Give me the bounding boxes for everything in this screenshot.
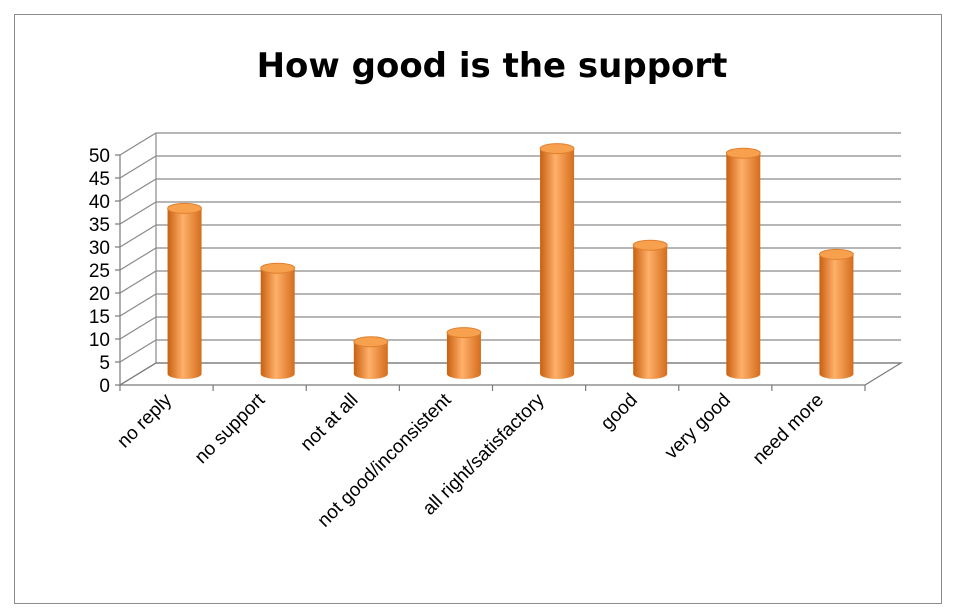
bar-top <box>818 248 854 260</box>
bar-body <box>353 341 388 379</box>
y-tick-label: 20 <box>89 284 110 305</box>
gridline <box>119 224 901 248</box>
gridline <box>119 316 901 340</box>
floor <box>117 362 904 386</box>
gridline <box>119 247 901 271</box>
gridline <box>119 155 901 179</box>
bar-top <box>167 202 203 214</box>
y-tick-label: 50 <box>89 146 110 167</box>
gridline <box>119 178 901 202</box>
bar <box>725 147 761 379</box>
bar <box>353 336 389 379</box>
gridline <box>119 132 901 156</box>
bar <box>632 239 668 379</box>
bar-body <box>540 148 575 379</box>
chart-frame: How good is the support 0 5 10 15 20 25 30 35 40… <box>14 14 942 604</box>
y-tick-label: 15 <box>89 307 110 328</box>
y-tick-label: 40 <box>89 192 110 213</box>
bar-top <box>260 262 296 274</box>
bar <box>167 202 203 379</box>
bar <box>260 262 296 379</box>
bar <box>818 248 854 379</box>
x-tick-label: no reply <box>113 389 176 452</box>
bar-top <box>725 147 761 159</box>
y-tick-label: 0 <box>99 376 110 397</box>
gridline <box>119 201 901 225</box>
y-tick-label: 45 <box>89 169 110 190</box>
x-tick-label: very good <box>661 390 735 464</box>
x-tick-label: need more <box>749 390 828 469</box>
gridline <box>119 362 901 386</box>
bar-body <box>726 153 761 379</box>
bar <box>539 143 575 379</box>
y-tick-label: 10 <box>89 330 110 351</box>
y-tick-label: 30 <box>89 238 110 259</box>
chart-title: How good is the support <box>257 46 728 86</box>
bar-top <box>353 336 389 348</box>
bar-top <box>632 239 668 251</box>
x-tick-label: not at all <box>297 390 363 456</box>
bar-body <box>446 332 481 379</box>
bar-body <box>633 245 668 379</box>
x-tick-label: good <box>597 390 642 435</box>
gridline <box>119 270 901 294</box>
bar-chart: How good is the support 0510152025303540… <box>89 46 904 532</box>
y-tick-label: 35 <box>89 215 110 236</box>
y-tick-label: 25 <box>89 261 110 282</box>
bar-top <box>539 143 575 155</box>
bar-body <box>819 254 854 379</box>
bar <box>446 327 482 379</box>
gridline <box>119 339 901 363</box>
bar-body <box>167 208 202 379</box>
bar-top <box>446 327 482 339</box>
gridline <box>119 293 901 317</box>
x-tick-label: no support <box>191 389 270 468</box>
y-tick-label: 5 <box>99 353 110 374</box>
bar-body <box>260 268 295 379</box>
